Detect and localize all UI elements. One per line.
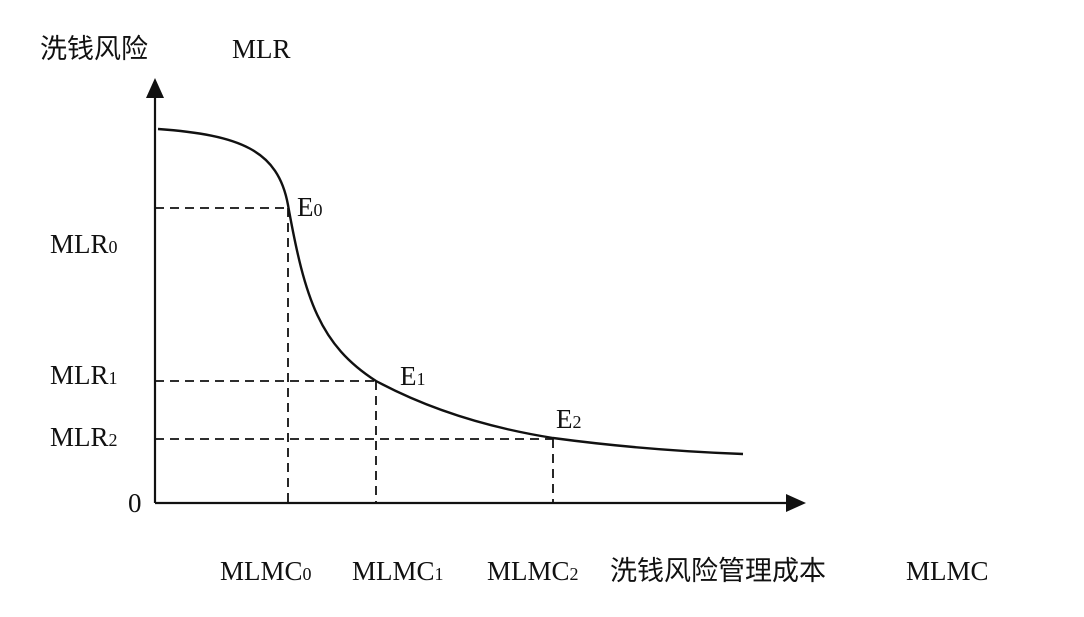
point-label-e1: E1 [400,361,426,391]
y-tick-mlr0-main: MLR [50,229,109,259]
point-e1-sub: 1 [417,369,426,389]
point-e2-sub: 2 [573,412,582,432]
x-tick-mlmc0-sub: 0 [303,564,312,584]
y-tick-mlr1-sub: 1 [109,368,118,388]
x-tick-mlmc0: MLMC0 [220,556,312,586]
point-label-e0: E0 [297,192,323,222]
point-e0-sub: 0 [314,200,323,220]
y-tick-mlr1-main: MLR [50,360,109,390]
x-tick-mlmc1-sub: 1 [435,564,444,584]
x-tick-mlmc2: MLMC2 [487,556,579,586]
x-tick-mlmc1: MLMC1 [352,556,444,586]
point-label-e2: E2 [556,404,582,434]
x-tick-mlmc2-main: MLMC [487,556,570,586]
x-axis-symbol: MLMC [906,556,989,586]
origin-label: 0 [128,488,142,518]
y-axis-arrow [146,78,164,98]
x-tick-mlmc1-main: MLMC [352,556,435,586]
point-e2-name: E [556,404,573,434]
y-axis-title: 洗钱风险 [40,34,148,64]
point-e0-name: E [297,192,314,222]
y-tick-mlr2-sub: 2 [109,430,118,450]
y-tick-mlr1: MLR1 [50,360,118,390]
y-tick-mlr2-main: MLR [50,422,109,452]
x-tick-mlmc2-sub: 2 [570,564,579,584]
risk-curve [157,127,744,456]
y-axis-symbol: MLR [232,34,291,64]
point-e1-name: E [400,361,417,391]
x-axis-arrow [786,494,806,512]
x-tick-mlmc0-main: MLMC [220,556,303,586]
y-tick-mlr0: MLR0 [50,229,118,259]
y-tick-mlr2: MLR2 [50,422,118,452]
x-axis-title: 洗钱风险管理成本 [610,556,826,586]
y-tick-mlr0-sub: 0 [109,237,118,257]
